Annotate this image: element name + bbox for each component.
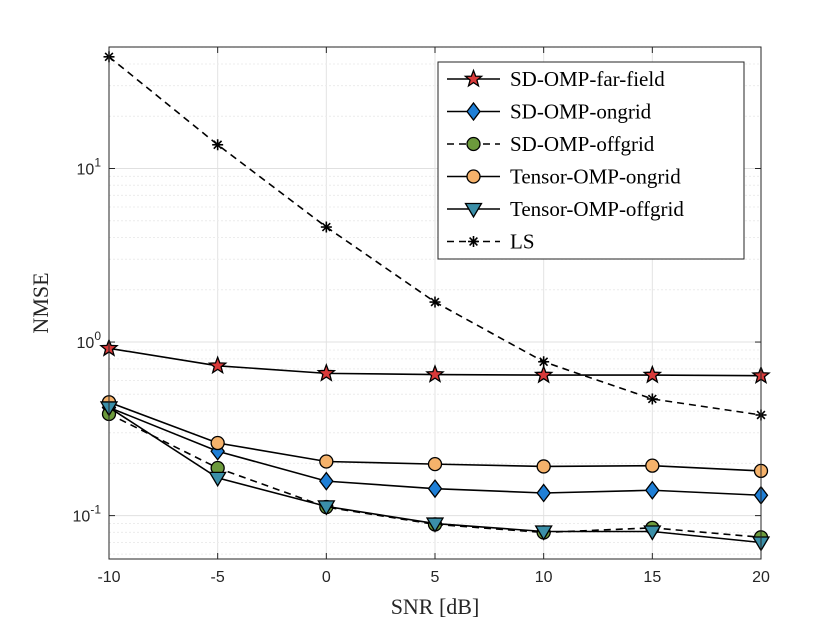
legend-entry: Tensor-OMP-offgrid xyxy=(447,197,684,221)
legend-label: LS xyxy=(510,230,535,254)
legend: SD-OMP-far-field SD-OMP-ongrid SD-OMP-offg… xyxy=(437,61,745,260)
data-point xyxy=(319,471,334,491)
data-point xyxy=(425,517,445,533)
legend-label: SD-OMP-far-field xyxy=(510,67,665,91)
legend-marker xyxy=(466,101,481,122)
legend-label: SD-OMP-offgrid xyxy=(510,132,655,156)
data-point xyxy=(316,363,337,382)
data-point xyxy=(429,296,441,308)
y-tick-label: 100 xyxy=(77,329,102,352)
data-point xyxy=(536,459,551,474)
legend-box xyxy=(437,61,745,260)
data-point xyxy=(642,364,663,384)
x-tick-label: -5 xyxy=(211,569,225,586)
data-point xyxy=(207,355,228,375)
x-tick-label: 0 xyxy=(322,569,331,586)
legend-label: SD-OMP-ongrid xyxy=(510,100,652,124)
x-tick-label: 10 xyxy=(535,569,553,586)
axis-ticks: -10 -5 0 5 10 15 20 10-1 100 101 xyxy=(73,47,770,586)
data-point xyxy=(427,456,443,472)
data-point xyxy=(212,139,224,151)
legend-entry: LS xyxy=(447,230,535,254)
data-point xyxy=(645,458,660,473)
data-point xyxy=(643,525,662,541)
data-point xyxy=(536,483,551,503)
data-point xyxy=(425,364,445,383)
data-point xyxy=(534,525,553,541)
x-tick-label: -10 xyxy=(97,569,120,586)
legend-marker xyxy=(463,68,484,88)
x-axis-label: SNR [dB] xyxy=(391,594,480,619)
legend-marker xyxy=(464,202,483,219)
data-point xyxy=(427,479,443,499)
legend-label: Tensor-OMP-offgrid xyxy=(510,197,684,221)
y-tick-label: 10-1 xyxy=(73,503,102,526)
legend-marker xyxy=(468,236,479,247)
data-point xyxy=(319,454,334,469)
legend-entry: SD-OMP-offgrid xyxy=(447,132,655,156)
data-point xyxy=(646,393,658,405)
x-tick-label: 15 xyxy=(643,569,661,586)
legend-marker xyxy=(466,136,481,152)
data-point xyxy=(533,364,554,384)
data-point xyxy=(317,500,336,516)
y-axis-label: NMSE xyxy=(28,272,53,333)
legend-entry: SD-OMP-ongrid xyxy=(447,100,652,124)
legend-entry: Tensor-OMP-ongrid xyxy=(447,165,681,189)
legend-entry: SD-OMP-far-field xyxy=(447,67,665,91)
data-point xyxy=(538,356,550,368)
x-tick-label: 5 xyxy=(431,569,440,586)
x-tick-label: 20 xyxy=(752,569,770,586)
data-point xyxy=(645,480,660,500)
legend-label: Tensor-OMP-ongrid xyxy=(510,165,681,189)
data-point xyxy=(210,435,225,451)
data-point xyxy=(320,221,332,233)
legend-marker xyxy=(466,169,481,184)
series-lines xyxy=(99,51,771,552)
data-point xyxy=(208,471,227,488)
y-tick-label: 101 xyxy=(77,155,102,178)
